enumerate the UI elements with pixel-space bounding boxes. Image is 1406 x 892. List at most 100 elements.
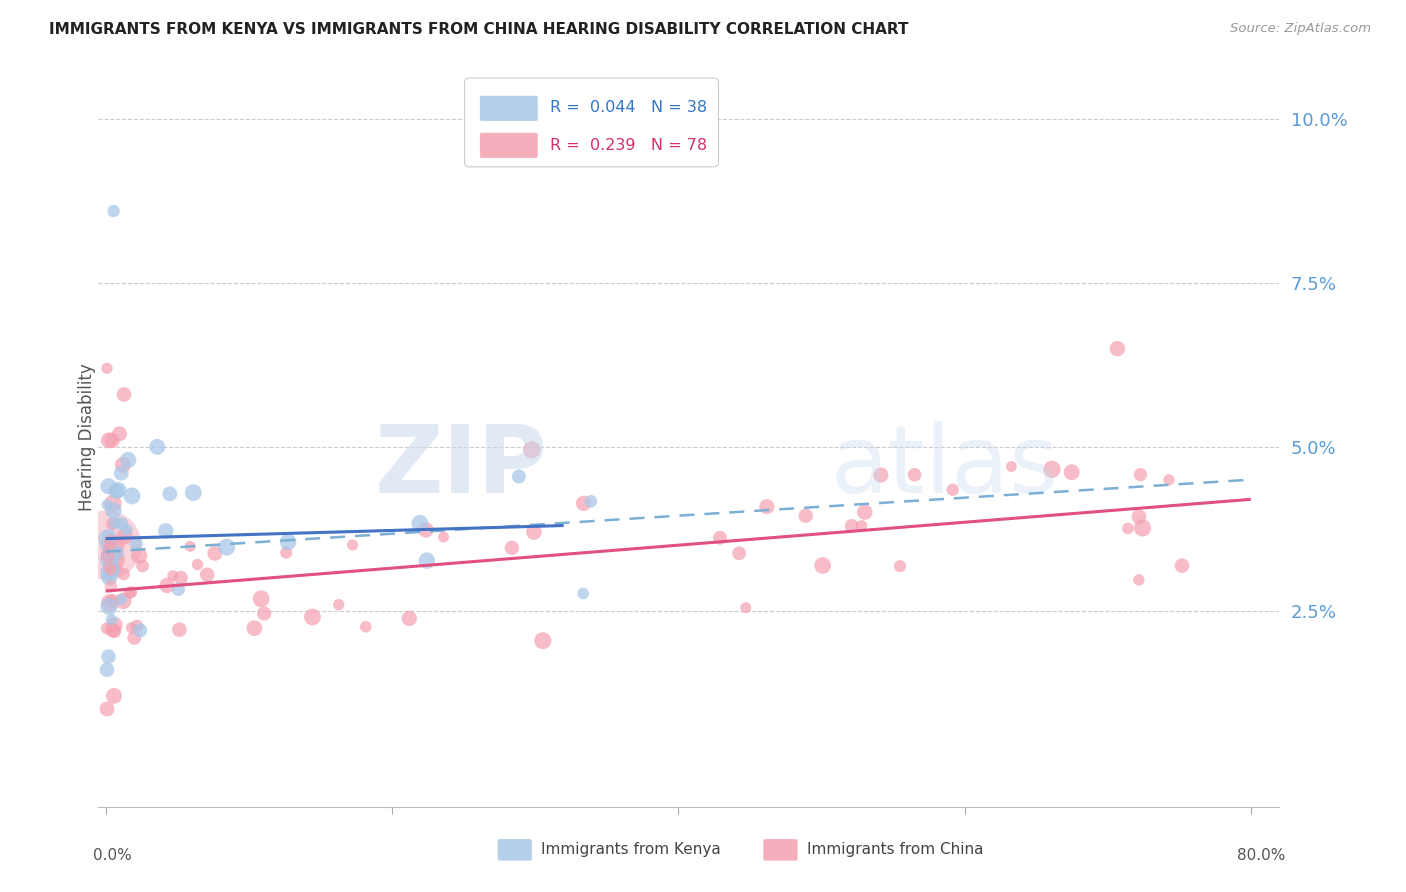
Point <box>811 558 834 573</box>
Point <box>903 467 925 482</box>
Point <box>96 538 118 552</box>
Point <box>146 440 169 454</box>
Point <box>112 594 135 608</box>
Point <box>97 529 120 543</box>
Point <box>100 564 122 578</box>
Point <box>1129 467 1152 482</box>
Point <box>118 585 141 599</box>
Point <box>100 563 122 577</box>
Point <box>1000 459 1022 474</box>
Point <box>159 487 181 501</box>
Point <box>121 489 143 503</box>
Point <box>415 523 437 537</box>
Point <box>181 485 204 500</box>
Point <box>98 565 121 579</box>
Point <box>1132 521 1154 535</box>
Point <box>105 553 128 567</box>
Point <box>128 549 150 563</box>
Text: IMMIGRANTS FROM KENYA VS IMMIGRANTS FROM CHINA HEARING DISABILITY CORRELATION CH: IMMIGRANTS FROM KENYA VS IMMIGRANTS FROM… <box>49 22 908 37</box>
Point <box>104 516 127 530</box>
Point <box>523 525 546 540</box>
Point <box>101 516 124 531</box>
Point <box>97 541 120 555</box>
Point <box>100 534 122 549</box>
Point <box>342 538 364 552</box>
Point <box>277 535 299 549</box>
Point <box>117 453 139 467</box>
Point <box>98 549 121 564</box>
Point <box>131 558 153 573</box>
Point <box>851 519 873 533</box>
Point <box>162 568 184 582</box>
Point <box>204 546 226 560</box>
Point <box>243 621 266 635</box>
Point <box>101 623 124 637</box>
Point <box>97 538 120 552</box>
Point <box>112 529 135 543</box>
Point <box>112 387 135 401</box>
Point <box>105 484 128 499</box>
Point <box>728 546 751 560</box>
Point <box>112 566 135 581</box>
Point <box>186 558 208 572</box>
Point <box>432 530 454 544</box>
Point <box>96 702 118 716</box>
Point <box>870 468 893 483</box>
Point <box>508 469 530 483</box>
Point <box>572 496 595 510</box>
Point <box>110 592 132 607</box>
Point <box>115 523 138 537</box>
Point <box>398 611 420 625</box>
Point <box>108 426 131 441</box>
Point <box>104 547 127 561</box>
Point <box>1116 521 1139 535</box>
Point <box>942 483 965 497</box>
Point <box>104 618 127 632</box>
Point <box>354 620 377 634</box>
Point <box>1128 573 1150 587</box>
Point <box>98 556 121 570</box>
Text: 80.0%: 80.0% <box>1237 848 1285 863</box>
Point <box>103 689 125 703</box>
Point <box>101 593 124 607</box>
Point <box>103 503 125 517</box>
Point <box>103 204 125 219</box>
Point <box>531 633 554 648</box>
Text: 0.0%: 0.0% <box>93 848 131 863</box>
Point <box>1157 473 1180 487</box>
Text: R =  0.239   N = 78: R = 0.239 N = 78 <box>550 138 707 153</box>
Point <box>572 586 595 600</box>
Point <box>156 578 179 592</box>
Point <box>125 619 148 633</box>
Point <box>301 610 323 624</box>
Y-axis label: Hearing Disability: Hearing Disability <box>79 363 96 511</box>
Point <box>98 596 121 610</box>
Text: R =  0.044   N = 38: R = 0.044 N = 38 <box>550 100 707 115</box>
FancyBboxPatch shape <box>464 78 718 167</box>
Point <box>409 516 432 531</box>
Point <box>1107 342 1129 356</box>
Point <box>794 508 817 523</box>
Point <box>98 566 121 580</box>
FancyBboxPatch shape <box>763 839 797 861</box>
Point <box>155 524 177 538</box>
Point <box>98 570 121 584</box>
Point <box>125 537 148 551</box>
Point <box>98 599 121 614</box>
Text: atlas: atlas <box>831 421 1059 513</box>
Point <box>107 546 129 560</box>
Point <box>97 479 120 493</box>
Text: Immigrants from China: Immigrants from China <box>807 842 984 857</box>
Point <box>195 567 218 582</box>
Point <box>520 442 543 457</box>
Point <box>328 598 350 612</box>
Point <box>1171 558 1194 573</box>
Point <box>709 531 731 545</box>
Point <box>1128 509 1150 524</box>
Point <box>98 545 121 559</box>
Text: Source: ZipAtlas.com: Source: ZipAtlas.com <box>1230 22 1371 36</box>
Point <box>120 621 142 635</box>
Point <box>253 607 276 621</box>
Point <box>101 553 124 567</box>
Point <box>853 505 876 519</box>
